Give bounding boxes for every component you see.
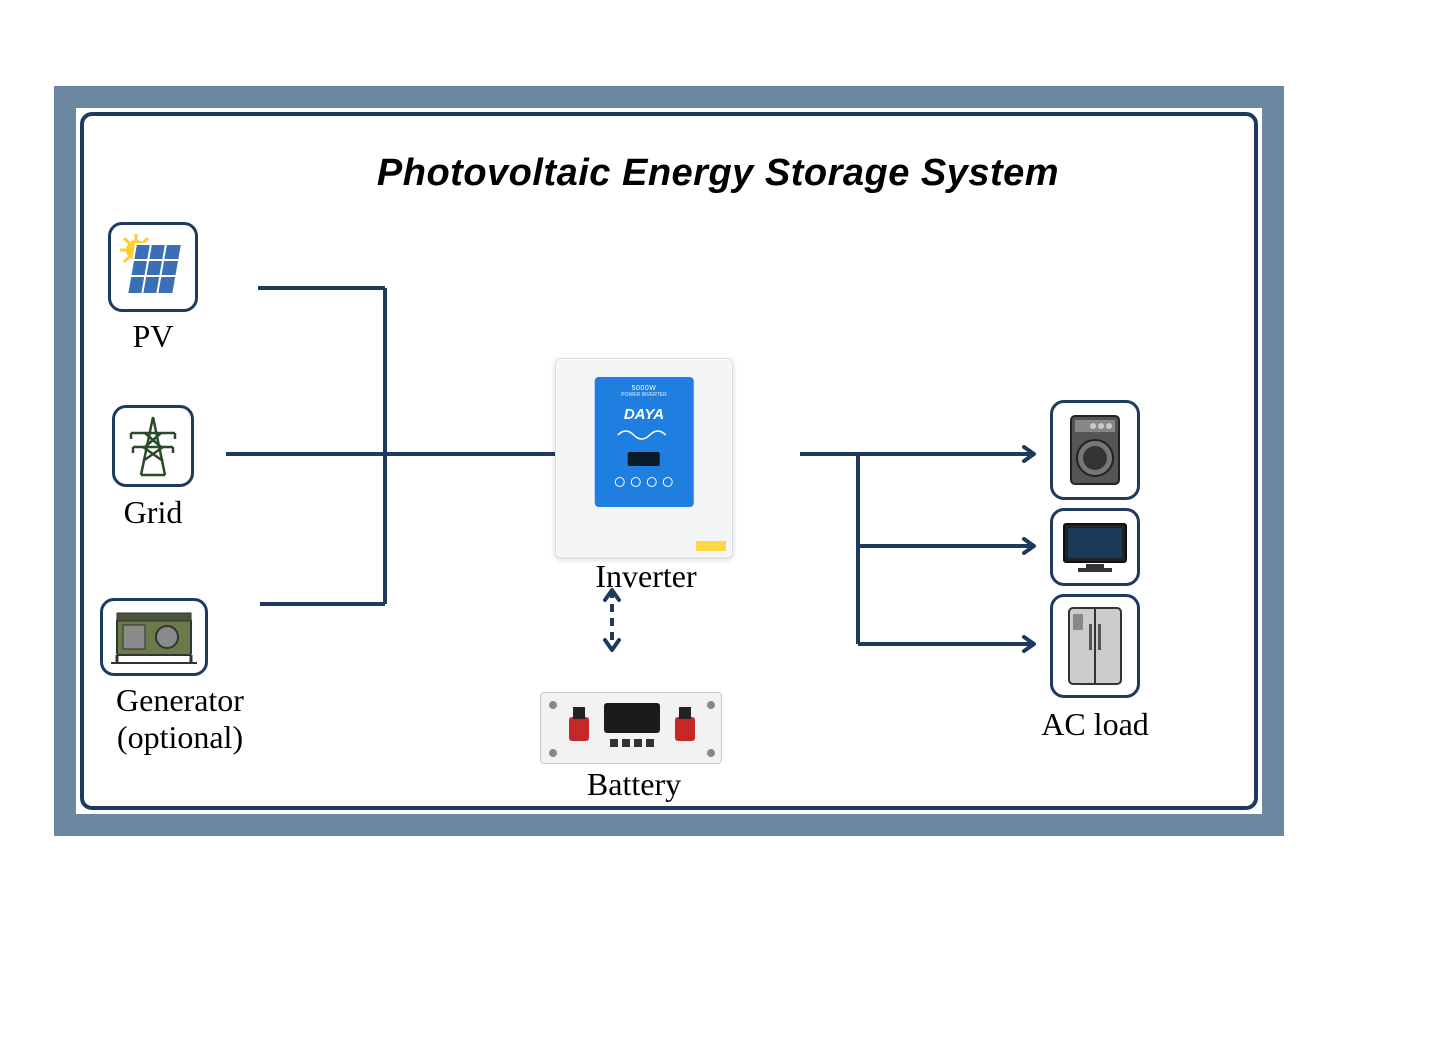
generator-label-line2: (optional): [117, 719, 243, 755]
grid-icon: [112, 405, 194, 487]
generator-label: Generator (optional): [80, 682, 280, 756]
washing-machine-icon: [1050, 400, 1140, 500]
inverter-subtitle: POWER INVERTER: [595, 392, 694, 398]
inverter-wattage: 5000W: [595, 377, 694, 392]
tv-monitor-icon: [1050, 508, 1140, 586]
pv-label: PV: [108, 318, 198, 355]
generator-icon: [100, 598, 208, 676]
generator-label-line1: Generator: [116, 682, 244, 718]
inverter-brand: DAYA: [595, 406, 694, 423]
inverter-label: Inverter: [546, 558, 746, 595]
diagram-title: Photovoltaic Energy Storage System: [0, 152, 1436, 195]
pv-icon: [108, 222, 198, 312]
battery-device: [540, 692, 722, 764]
inverter-device: 5000WPOWER INVERTER DAYA: [555, 358, 733, 558]
grid-label: Grid: [98, 494, 208, 531]
ac-load-label: AC load: [1010, 706, 1180, 743]
refrigerator-icon: [1050, 594, 1140, 698]
battery-label: Battery: [560, 766, 708, 803]
